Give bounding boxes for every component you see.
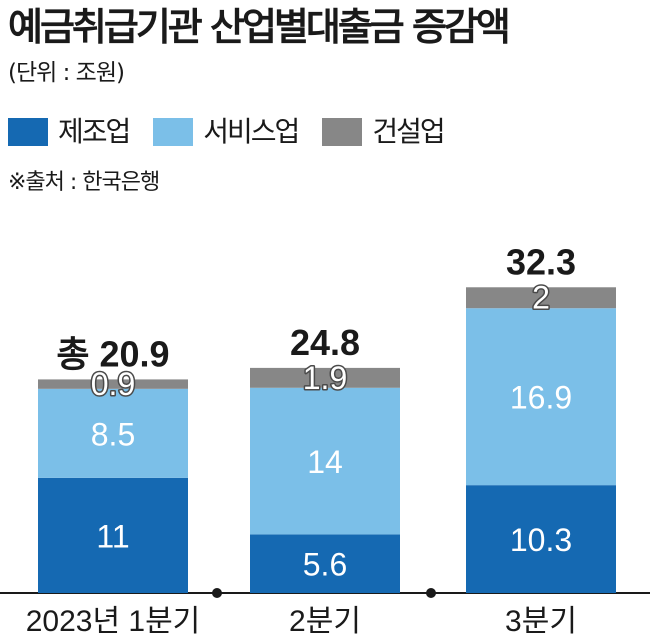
category-separator-dot bbox=[426, 588, 436, 598]
legend-label-construction: 건설업 bbox=[372, 115, 445, 148]
data-label-construction: 1.9 bbox=[303, 360, 347, 396]
bar-segment-construction bbox=[466, 287, 616, 309]
bar-segment-services bbox=[250, 387, 400, 535]
bar-segment-services bbox=[38, 388, 188, 478]
category-label: 2분기 bbox=[289, 605, 361, 638]
total-label: 24.8 bbox=[290, 322, 360, 363]
bar-segment-construction bbox=[250, 367, 400, 388]
legend-item-services: 서비스업 bbox=[153, 114, 300, 150]
bar-segment-manufacturing bbox=[250, 534, 400, 593]
legend: 제조업 서비스업 건설업 bbox=[8, 114, 468, 150]
unit-label: (단위 : 조원) bbox=[8, 60, 125, 86]
legend-swatch-construction bbox=[322, 118, 363, 146]
data-label-services: 14 bbox=[307, 444, 343, 480]
legend-item-manufacturing: 제조업 bbox=[8, 114, 131, 150]
bar-segment-manufacturing bbox=[466, 485, 616, 593]
data-label-construction: 2 bbox=[532, 280, 550, 316]
category-label: 2023년 1분기 bbox=[26, 605, 201, 638]
legend-label-services: 서비스업 bbox=[203, 115, 300, 148]
legend-label-manufacturing: 제조업 bbox=[58, 115, 131, 148]
legend-swatch-services bbox=[153, 118, 194, 146]
total-label: 32.3 bbox=[506, 241, 576, 282]
data-label-manufacturing: 5.6 bbox=[303, 547, 347, 583]
chart-title: 예금취급기관 산업별대출금 증감액 bbox=[8, 5, 511, 49]
data-label-manufacturing: 11 bbox=[96, 518, 129, 554]
legend-swatch-manufacturing bbox=[8, 118, 48, 146]
bar-segment-services bbox=[466, 308, 616, 486]
bar-segment-manufacturing bbox=[38, 477, 188, 593]
data-label-services: 8.5 bbox=[91, 416, 135, 452]
source-label: ※출처 : 한국은행 bbox=[8, 170, 160, 195]
total-label: 총 20.9 bbox=[56, 333, 169, 374]
bar-segment-construction bbox=[38, 379, 188, 389]
data-label-manufacturing: 10.3 bbox=[510, 522, 572, 558]
data-label-construction: 0.9 bbox=[91, 366, 135, 402]
category-separator-dot bbox=[212, 588, 222, 598]
data-label-services: 16.9 bbox=[510, 380, 572, 416]
category-label: 3분기 bbox=[505, 605, 577, 638]
legend-item-construction: 건설업 bbox=[322, 114, 446, 150]
